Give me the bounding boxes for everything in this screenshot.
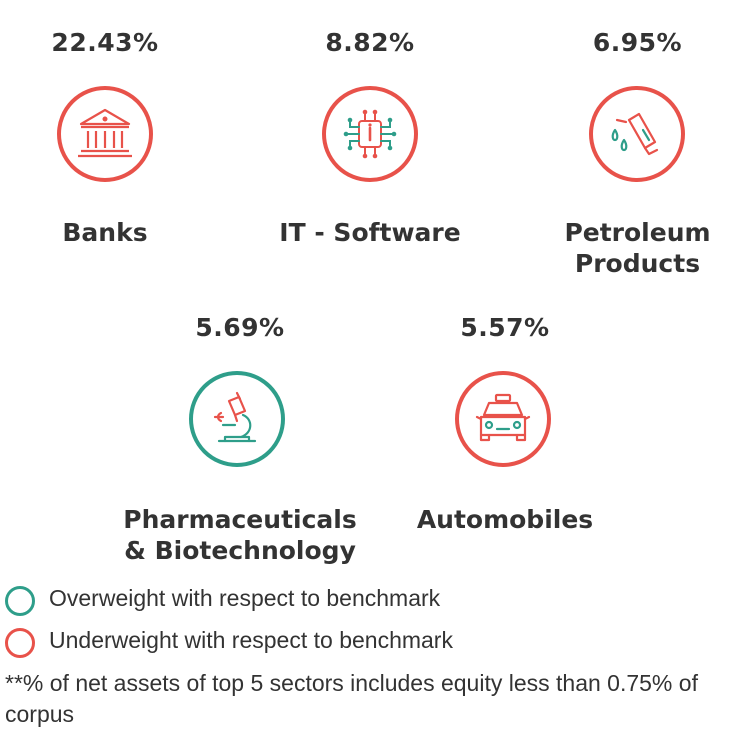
fuel-pump-icon: [611, 112, 659, 156]
legend-underweight: Underweight with respect to benchmark: [5, 625, 605, 661]
sector-petroleum-products: 6.95% Petroleum Products: [555, 28, 720, 288]
sector-percent: 8.82%: [325, 28, 415, 57]
microscope-icon: [213, 391, 257, 443]
underweight-ring: [589, 86, 685, 182]
legend-overweight: Overweight with respect to benchmark: [5, 583, 605, 619]
sector-name: Automobiles: [416, 505, 594, 534]
sector-percent: 5.57%: [460, 313, 550, 342]
sector-percent: 5.69%: [195, 313, 285, 342]
sector-name-line1: Petroleum: [564, 218, 711, 247]
sector-pharmaceuticals-biotechnology: 5.69% Pharmaceuticals & Biotechnology: [120, 313, 360, 578]
underweight-circle-icon: [5, 628, 35, 658]
sector-it-software: 8.82% IT - Software: [270, 28, 470, 258]
circuit-chip-icon: [343, 109, 397, 159]
bank-building-icon: [78, 108, 132, 158]
underweight-ring: [322, 86, 418, 182]
sector-name: Banks: [62, 218, 148, 247]
overweight-ring: [189, 371, 285, 467]
sector-name: IT - Software: [279, 218, 461, 247]
sector-percent: 6.95%: [592, 28, 683, 57]
footnote: **% of net assets of top 5 sectors inclu…: [5, 670, 698, 727]
sector-automobiles: 5.57% Automobiles: [415, 313, 595, 543]
sector-percent: 22.43%: [51, 28, 159, 57]
underweight-ring: [57, 86, 153, 182]
sector-name-line2: & Biotechnology: [124, 536, 356, 565]
car-icon: [475, 393, 531, 442]
overweight-circle-icon: [5, 586, 35, 616]
sector-name-line2: Products: [574, 249, 701, 278]
legend-overweight-label: Overweight with respect to benchmark: [49, 585, 441, 611]
legend-underweight-label: Underweight with respect to benchmark: [49, 627, 453, 653]
underweight-ring: [455, 371, 551, 467]
sector-name-line1: Pharmaceuticals: [123, 505, 357, 534]
sector-banks: 22.43% Banks: [20, 28, 190, 258]
